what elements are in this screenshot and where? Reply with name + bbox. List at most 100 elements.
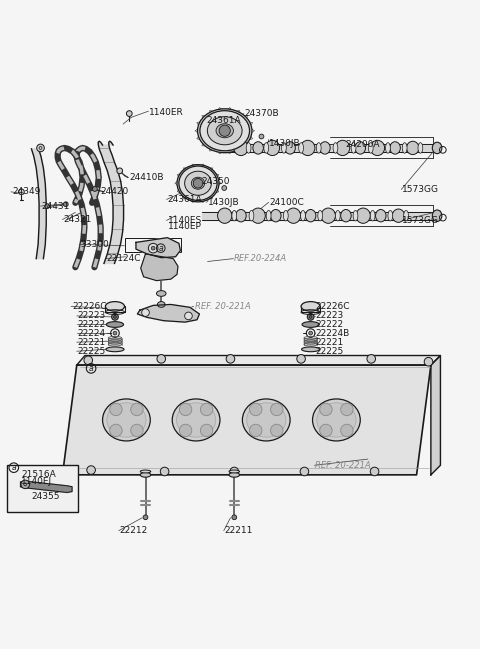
Text: REF. 20-221A: REF. 20-221A (315, 461, 371, 470)
Text: 24349: 24349 (12, 188, 40, 197)
Ellipse shape (316, 143, 321, 153)
Polygon shape (431, 356, 441, 475)
Ellipse shape (200, 111, 250, 151)
Circle shape (114, 315, 116, 318)
Text: 24361A: 24361A (168, 195, 202, 204)
Circle shape (300, 467, 309, 476)
Ellipse shape (390, 141, 400, 154)
Circle shape (309, 315, 312, 318)
Polygon shape (136, 238, 180, 258)
Polygon shape (202, 212, 433, 219)
Circle shape (19, 189, 24, 195)
Ellipse shape (271, 210, 281, 222)
Ellipse shape (300, 210, 305, 221)
Text: 22224: 22224 (78, 328, 106, 337)
Polygon shape (77, 356, 441, 365)
Circle shape (320, 424, 332, 437)
Circle shape (180, 403, 192, 415)
Circle shape (200, 403, 213, 415)
Polygon shape (98, 141, 123, 263)
Ellipse shape (370, 140, 384, 156)
Ellipse shape (286, 208, 300, 223)
Text: 33300: 33300 (80, 240, 109, 249)
Text: 24350: 24350 (202, 177, 230, 186)
Circle shape (424, 358, 433, 366)
Circle shape (148, 243, 158, 253)
Ellipse shape (249, 210, 254, 221)
Circle shape (112, 313, 118, 320)
Ellipse shape (140, 472, 151, 477)
Circle shape (93, 186, 97, 191)
Circle shape (271, 424, 283, 437)
Text: a: a (158, 243, 163, 252)
Ellipse shape (172, 399, 220, 441)
Circle shape (113, 331, 117, 335)
Ellipse shape (106, 347, 124, 352)
Circle shape (157, 354, 166, 363)
Ellipse shape (404, 210, 408, 221)
Circle shape (131, 403, 143, 415)
Circle shape (151, 246, 155, 250)
Text: a: a (89, 364, 94, 373)
Ellipse shape (388, 210, 393, 221)
Ellipse shape (432, 142, 442, 154)
Ellipse shape (402, 143, 407, 153)
Ellipse shape (336, 210, 340, 221)
Ellipse shape (312, 399, 360, 441)
Ellipse shape (299, 143, 303, 153)
Ellipse shape (305, 210, 316, 222)
Text: 24200A: 24200A (345, 140, 380, 149)
Ellipse shape (351, 143, 356, 153)
Circle shape (126, 111, 132, 116)
Ellipse shape (264, 143, 269, 153)
Ellipse shape (301, 302, 320, 311)
Text: 1430JB: 1430JB (269, 139, 300, 148)
Circle shape (230, 467, 239, 476)
Ellipse shape (320, 141, 330, 154)
Circle shape (232, 515, 237, 520)
Text: 24355: 24355 (31, 492, 60, 501)
Text: 22124C: 22124C (107, 254, 141, 263)
Circle shape (142, 309, 149, 316)
Ellipse shape (177, 165, 219, 202)
Circle shape (110, 403, 122, 415)
Circle shape (87, 466, 96, 474)
Circle shape (45, 204, 49, 208)
Ellipse shape (217, 208, 232, 223)
Text: 1430JB: 1430JB (207, 198, 239, 207)
Text: 22226C: 22226C (72, 302, 107, 311)
Ellipse shape (185, 171, 211, 195)
Circle shape (185, 312, 192, 320)
Polygon shape (62, 365, 431, 475)
Circle shape (250, 403, 262, 415)
Ellipse shape (302, 322, 319, 327)
Ellipse shape (317, 403, 356, 437)
Circle shape (84, 356, 93, 365)
Circle shape (193, 178, 203, 188)
Text: 22224B: 22224B (315, 328, 349, 337)
Text: 1140ER: 1140ER (149, 108, 184, 117)
Circle shape (259, 134, 264, 139)
Ellipse shape (207, 117, 242, 145)
Ellipse shape (179, 166, 217, 201)
Polygon shape (137, 304, 199, 322)
Text: 24321: 24321 (63, 215, 92, 224)
Text: 22225: 22225 (78, 347, 106, 356)
Ellipse shape (266, 210, 271, 221)
Ellipse shape (229, 470, 240, 473)
Circle shape (131, 424, 143, 437)
Ellipse shape (229, 472, 240, 477)
Ellipse shape (216, 124, 233, 138)
Ellipse shape (356, 208, 370, 223)
Ellipse shape (242, 399, 290, 441)
Ellipse shape (355, 141, 365, 154)
Text: 22211: 22211 (225, 526, 253, 535)
Ellipse shape (333, 143, 338, 153)
Circle shape (341, 424, 353, 437)
Ellipse shape (353, 210, 358, 221)
Text: 24410B: 24410B (129, 173, 164, 182)
Circle shape (370, 467, 379, 476)
Circle shape (110, 424, 122, 437)
Text: 22222: 22222 (78, 320, 106, 329)
Circle shape (222, 186, 227, 190)
